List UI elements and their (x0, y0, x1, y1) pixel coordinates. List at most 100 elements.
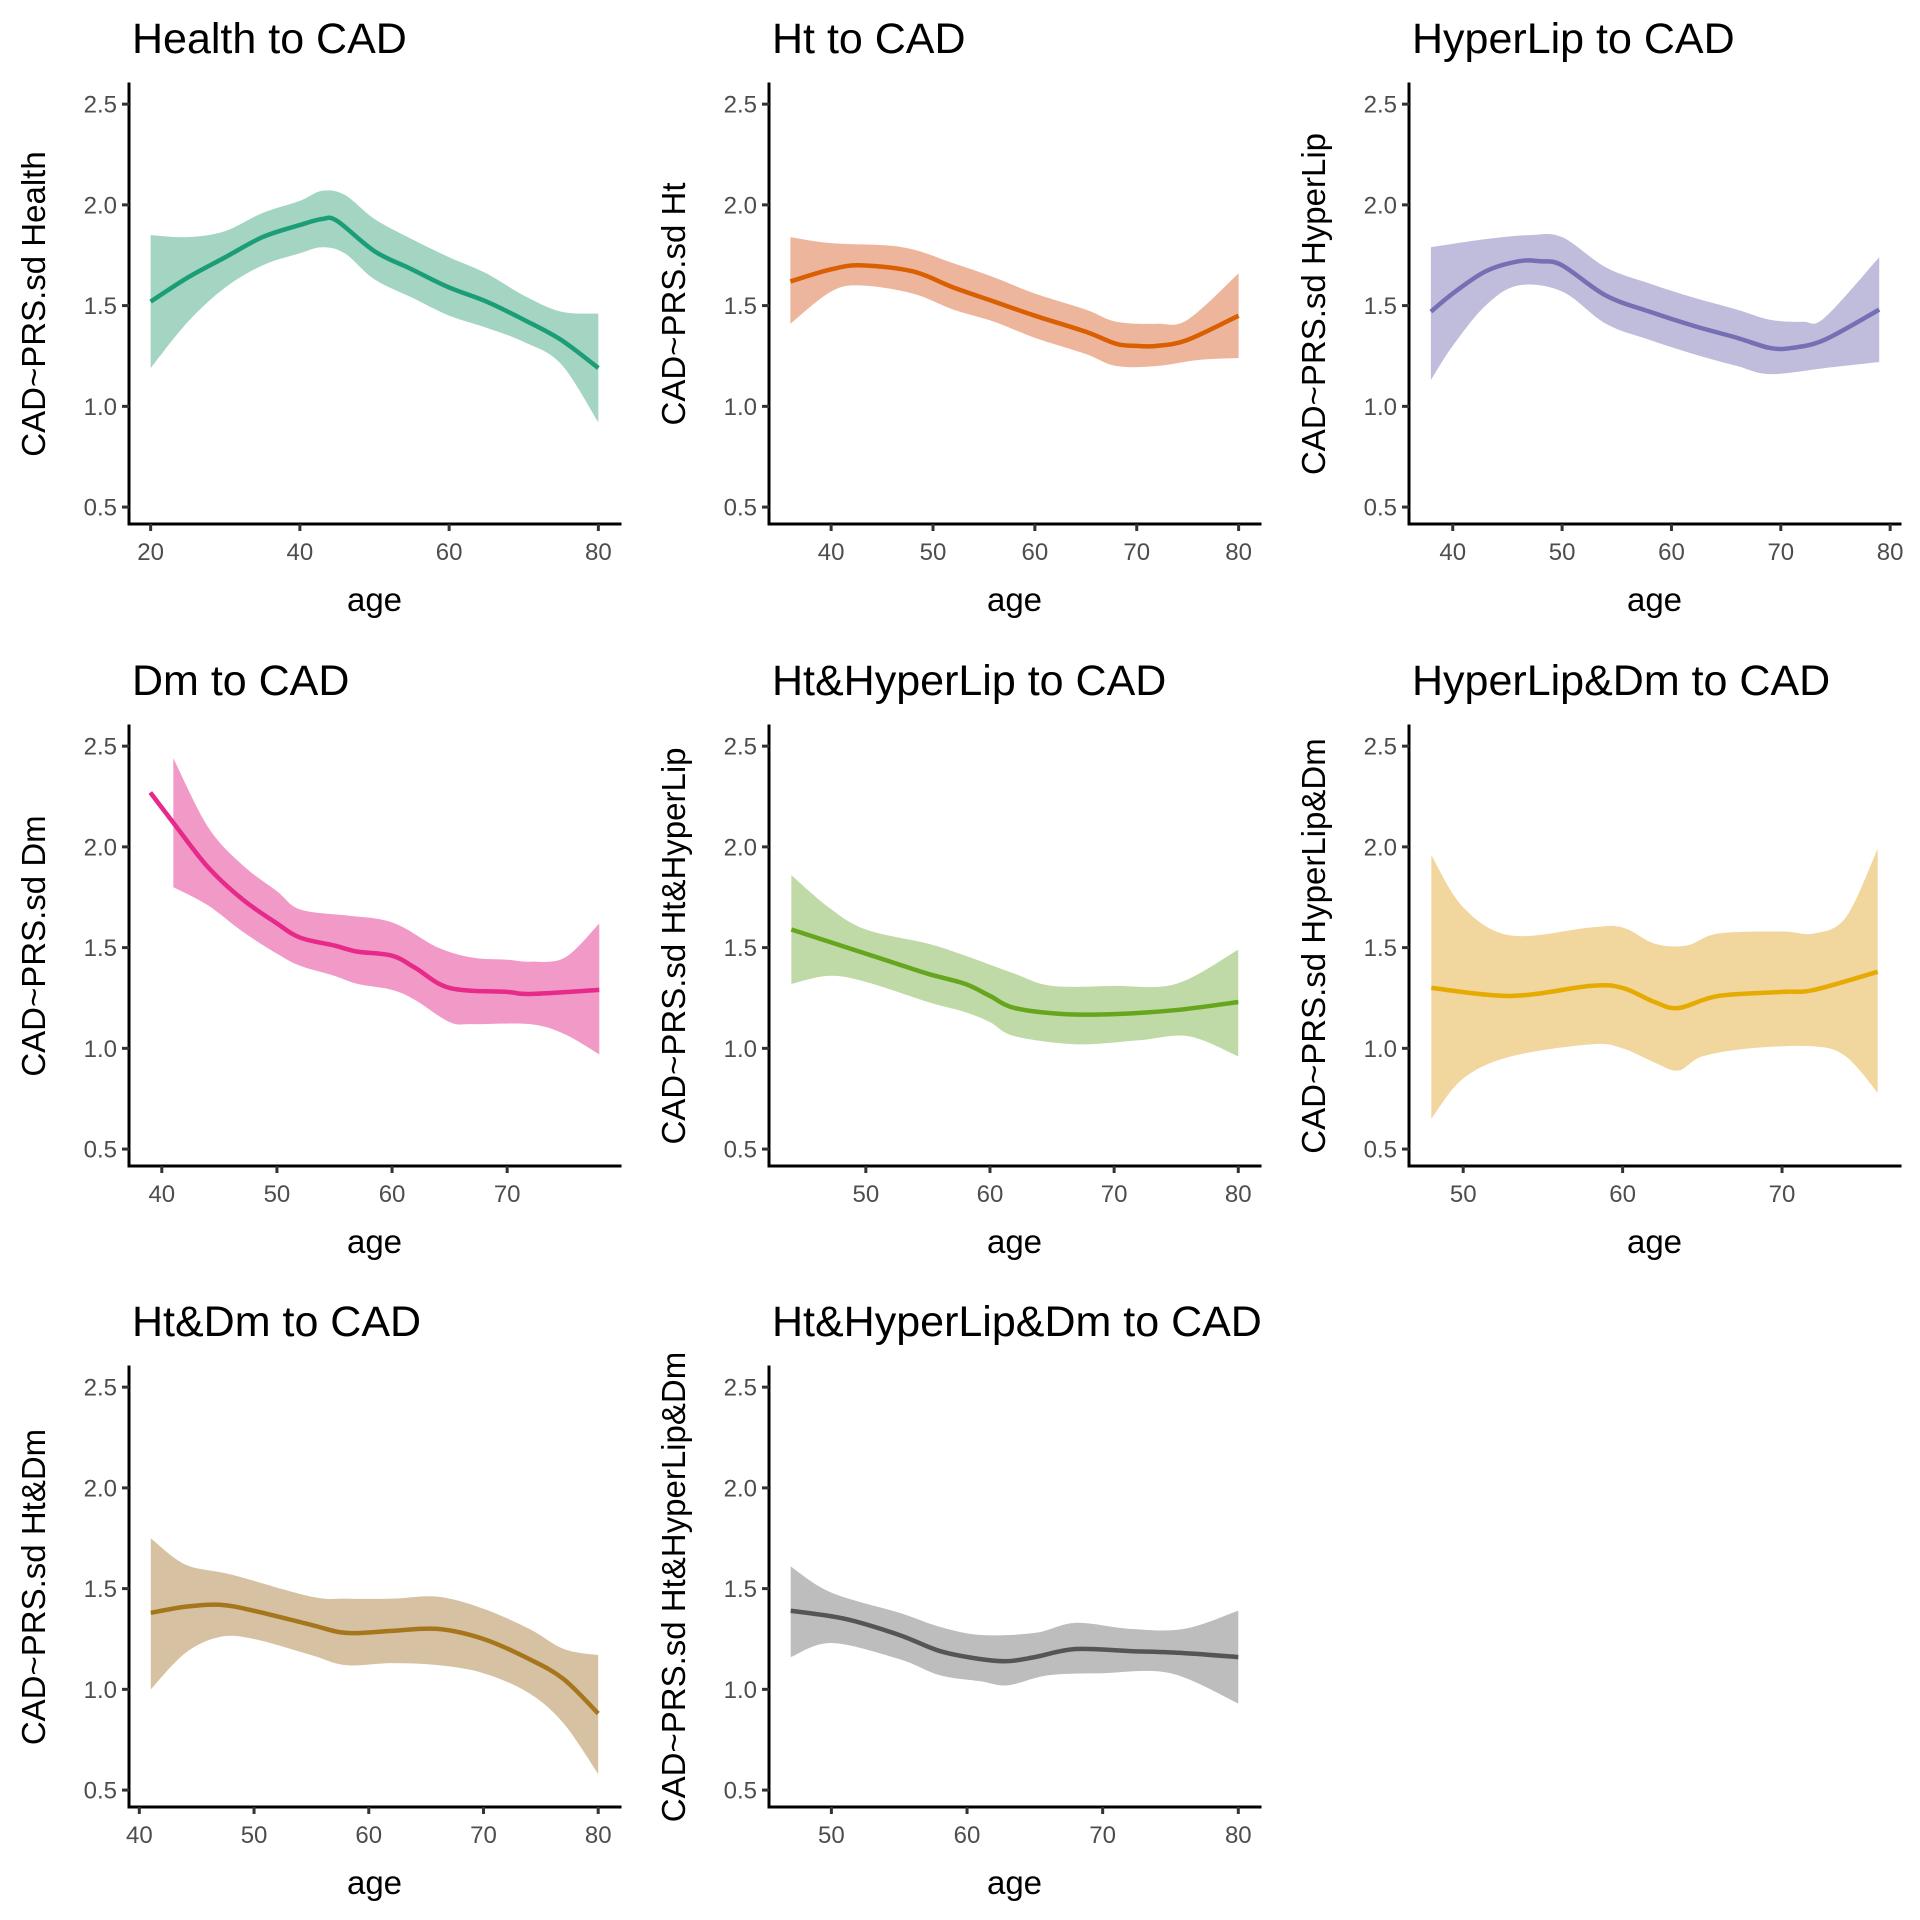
x-tick-label: 70 (1767, 539, 1794, 566)
x-axis-title: age (347, 581, 402, 618)
y-tick-label: 1.5 (724, 293, 757, 320)
x-tick-label: 80 (1225, 1822, 1252, 1849)
panel-title: HyperLip&Dm to CAD (1412, 657, 1830, 705)
x-tick-label: 50 (264, 1181, 291, 1208)
x-tick-label: 70 (1123, 539, 1150, 566)
y-axis-title: CAD~PRS.sd Ht&HyperLip (655, 747, 692, 1144)
confidence-ribbon (150, 190, 599, 423)
x-axis-title: age (1627, 581, 1682, 618)
smooth-line (1431, 969, 1879, 1011)
x-tick-label: 60 (1658, 539, 1685, 566)
x-tick-label: 80 (585, 539, 612, 566)
confidence-ribbon (150, 1538, 599, 1774)
x-tick-label: 60 (1022, 539, 1049, 566)
y-axis-title: CAD~PRS.sd Health (15, 151, 52, 456)
x-tick-label: 80 (1877, 539, 1904, 566)
y-tick-label: 2.0 (724, 834, 757, 861)
x-tick-label: 50 (920, 539, 947, 566)
x-axis-title: age (987, 581, 1042, 618)
y-tick-label: 1.0 (84, 394, 117, 421)
confidence-ribbon (791, 875, 1239, 1057)
y-axis-title: CAD~PRS.sd HyperLip (1295, 133, 1332, 475)
smooth-line (150, 1602, 600, 1716)
y-tick-label: 1.5 (1364, 935, 1397, 962)
panel-1: 0.5 1.0 1.5 2.0 2.5 20 40 60 80 Health to CAD age C… (15, 15, 622, 618)
y-tick-label: 2.5 (84, 92, 117, 119)
x-tick-label: 80 (1225, 539, 1252, 566)
smooth-line (790, 927, 1239, 1017)
y-tick-label: 1.0 (1364, 394, 1397, 421)
x-tick-label: 70 (1769, 1181, 1796, 1208)
panel-3: 0.5 1.0 1.5 2.0 2.5 40 50 60 70 80 HyperLip to CAD… (1295, 15, 1904, 618)
panel-title: Dm to CAD (132, 657, 349, 705)
x-tick-label: 50 (241, 1822, 268, 1849)
y-tick-label: 1.5 (84, 935, 117, 962)
panel-8: 0.5 1.0 1.5 2.0 2.5 50 60 70 80 Ht&HyperLip&Dm to… (655, 1298, 1262, 1901)
y-tick-label: 2.5 (724, 92, 757, 119)
panel-6: 0.5 1.0 1.5 2.0 2.5 50 60 70 HyperLip&Dm to CAD a… (1295, 657, 1902, 1260)
x-tick-label: 60 (1609, 1181, 1636, 1208)
x-tick-label: 80 (1225, 1181, 1252, 1208)
panel-7: 0.5 1.0 1.5 2.0 2.5 40 50 60 70 80 Ht&Dm to CAD age… (15, 1298, 622, 1901)
confidence-ribbon (1430, 233, 1880, 381)
y-axis-title: CAD~PRS.sd Ht (655, 183, 692, 426)
panel-4: 0.5 1.0 1.5 2.0 2.5 40 50 60 70 Dm to CAD age CAD~P… (15, 657, 622, 1260)
x-tick-label: 40 (1439, 539, 1466, 566)
smooth-line (790, 1608, 1239, 1664)
x-tick-label: 60 (379, 1181, 406, 1208)
x-axis-title: age (347, 1864, 402, 1901)
x-tick-label: 60 (954, 1822, 981, 1849)
y-tick-label: 0.5 (84, 1778, 117, 1805)
y-tick-label: 1.0 (84, 1677, 117, 1704)
y-tick-label: 2.0 (84, 192, 117, 219)
y-tick-label: 0.5 (724, 1778, 757, 1805)
y-axis-title: CAD~PRS.sd HyperLip&Dm (1295, 738, 1332, 1153)
x-tick-label: 60 (977, 1181, 1004, 1208)
y-axis-title: CAD~PRS.sd Dm (15, 815, 52, 1076)
y-tick-label: 1.0 (724, 1677, 757, 1704)
y-tick-label: 1.5 (84, 293, 117, 320)
y-tick-label: 2.5 (1364, 92, 1397, 119)
panel-title: Ht to CAD (772, 15, 966, 63)
y-tick-label: 0.5 (724, 1137, 757, 1164)
y-tick-label: 1.0 (1364, 1036, 1397, 1063)
smooth-line (1429, 258, 1881, 352)
x-tick-label: 70 (1101, 1181, 1128, 1208)
x-tick-label: 70 (494, 1181, 521, 1208)
x-tick-label: 80 (585, 1822, 612, 1849)
y-axis-title: CAD~PRS.sd Ht&Dm (15, 1429, 52, 1745)
confidence-ribbon (790, 1566, 1239, 1704)
y-tick-label: 1.0 (724, 394, 757, 421)
panel-5: 0.5 1.0 1.5 2.0 2.5 50 60 70 80 Ht&HyperLip to CA… (655, 657, 1262, 1260)
y-tick-label: 1.5 (1364, 293, 1397, 320)
y-tick-label: 2.5 (84, 1375, 117, 1402)
y-tick-label: 1.0 (84, 1036, 117, 1063)
y-tick-label: 2.5 (724, 1375, 757, 1402)
confidence-ribbon (790, 237, 1239, 368)
panel-title: Ht&HyperLip to CAD (772, 657, 1166, 705)
y-tick-label: 1.5 (724, 1576, 757, 1603)
x-axis-title: age (987, 1223, 1042, 1260)
y-tick-label: 2.0 (1364, 834, 1397, 861)
panel-title: Health to CAD (132, 15, 407, 63)
y-tick-label: 2.0 (724, 1475, 757, 1502)
x-axis-title: age (347, 1223, 402, 1260)
x-axis-title: age (987, 1864, 1042, 1901)
y-tick-label: 1.5 (84, 1576, 117, 1603)
x-tick-label: 40 (126, 1822, 153, 1849)
x-tick-label: 40 (818, 539, 845, 566)
y-tick-label: 0.5 (84, 1137, 117, 1164)
panel-2: 0.5 1.0 1.5 2.0 2.5 40 50 60 70 80 Ht to CAD age CAD… (655, 15, 1262, 618)
y-tick-label: 2.0 (1364, 192, 1397, 219)
y-tick-label: 1.0 (724, 1036, 757, 1063)
x-tick-label: 50 (1549, 539, 1576, 566)
y-tick-label: 0.5 (1364, 1137, 1397, 1164)
y-tick-label: 2.0 (84, 834, 117, 861)
confidence-ribbon (173, 758, 600, 1055)
panel-title: Ht&HyperLip&Dm to CAD (772, 1298, 1262, 1346)
x-tick-label: 60 (355, 1822, 382, 1849)
y-tick-label: 1.5 (724, 935, 757, 962)
smooth-line (148, 791, 600, 997)
smooth-line (789, 263, 1240, 349)
y-tick-label: 2.0 (724, 192, 757, 219)
